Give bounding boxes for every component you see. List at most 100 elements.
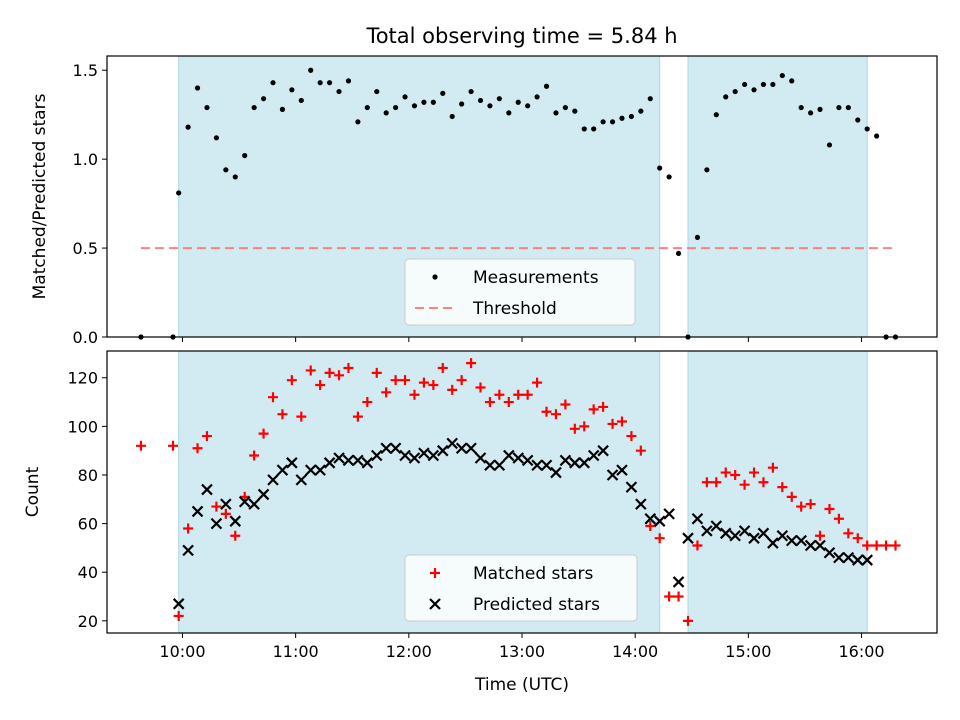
matched-star-point <box>220 508 231 519</box>
measurement-point <box>704 167 710 173</box>
predicted-star-point <box>540 459 553 472</box>
predicted-star-point <box>286 457 298 469</box>
measurement-point <box>836 104 842 111</box>
matched-star-point <box>475 382 486 393</box>
predicted-star-point <box>729 529 741 542</box>
legend-marker-measurements <box>432 274 438 280</box>
predicted-star-point <box>323 457 336 469</box>
legend-label: Matched stars <box>473 564 593 584</box>
predicted-star-point <box>370 449 383 462</box>
measurement-point <box>477 97 484 104</box>
y-tick-label: 1.0 <box>73 150 98 169</box>
measurement-point <box>459 101 465 107</box>
measurement-point <box>657 165 663 171</box>
predicted-star-point <box>295 474 308 486</box>
predicted-star-point <box>644 512 657 525</box>
x-axis-label: Time (UTC) <box>474 675 569 695</box>
matched-star-point <box>758 477 769 488</box>
matched-star-point <box>513 389 524 400</box>
matched-star-point <box>711 477 722 488</box>
matched-star-point <box>305 365 316 376</box>
measurement-point <box>713 112 719 118</box>
predicted-star-point <box>663 508 675 520</box>
matched-star-point <box>871 540 882 551</box>
measurement-point <box>817 106 823 112</box>
measurement-point <box>600 119 606 125</box>
measurement-point <box>270 80 276 86</box>
measurement-point <box>694 234 701 241</box>
predicted-star-point <box>833 551 845 564</box>
matched-star-point <box>381 387 392 398</box>
y-tick-label: 120 <box>67 369 98 388</box>
matched-star-point <box>362 397 373 408</box>
matched-star-point <box>833 513 844 524</box>
matched-star-point <box>456 375 467 386</box>
predicted-star-point <box>804 539 817 552</box>
measurement-point <box>723 94 729 100</box>
matched-star-point <box>815 530 826 541</box>
predicted-star-point <box>276 464 289 476</box>
measurement-point <box>421 99 427 105</box>
measurement-point <box>591 126 597 132</box>
matched-star-point <box>569 423 580 434</box>
measurement-point <box>515 99 521 105</box>
matched-star-point <box>635 445 646 456</box>
observing-interval <box>687 350 868 634</box>
predicted-star-point <box>748 532 760 544</box>
matched-star-point <box>645 521 656 532</box>
predicted-star-point <box>682 532 694 544</box>
measurement-point <box>826 142 833 148</box>
legend-label: Measurements <box>473 268 599 288</box>
measurement-point <box>855 117 861 123</box>
measurement-point <box>232 174 238 180</box>
matched-star-point <box>494 389 505 400</box>
predicted-star-point <box>776 529 789 542</box>
measurement-point <box>402 94 408 100</box>
measurement-point <box>675 250 682 257</box>
y-tick-label: 20 <box>78 612 98 631</box>
measurement-point <box>430 99 436 105</box>
predicted-star-point <box>333 452 345 464</box>
measurement-point <box>345 78 352 84</box>
matched-star-point <box>371 367 382 378</box>
measurement-point <box>298 97 304 104</box>
predicted-star-point <box>597 444 609 457</box>
measurement-point <box>440 90 446 96</box>
matched-star-point <box>616 416 627 427</box>
measurement-point <box>798 104 804 111</box>
matched-star-point <box>277 409 288 420</box>
matched-star-point <box>230 530 241 541</box>
matched-star-point <box>664 591 675 602</box>
measurement-point <box>562 104 568 111</box>
matched-star-point <box>183 523 194 534</box>
legend-box <box>404 258 636 326</box>
measurement-point <box>525 103 531 109</box>
measurement-point <box>355 119 361 125</box>
predicted-star-point <box>672 576 685 588</box>
matched-star-point <box>862 540 873 551</box>
matched-star-point <box>466 358 477 369</box>
predicted-star-point <box>569 457 581 469</box>
predicted-star-point <box>710 520 723 532</box>
predicted-star-point <box>446 437 458 450</box>
measurement-point <box>770 81 776 88</box>
predicted-star-point <box>191 505 204 518</box>
predicted-star-point <box>418 447 430 459</box>
measurement-point <box>308 67 314 73</box>
measurement-point <box>449 113 455 120</box>
measurement-point <box>845 104 851 111</box>
measurement-point <box>223 167 229 173</box>
matched-star-point <box>881 540 892 551</box>
measurement-point <box>411 103 418 109</box>
predicted-star-point <box>785 534 798 547</box>
matched-star-point <box>598 401 609 412</box>
matched-star-point <box>390 375 401 386</box>
x-tick-label: 12:00 <box>386 642 432 661</box>
y-axis-label: Matched/Predicted stars <box>30 93 50 299</box>
predicted-star-point <box>257 488 270 501</box>
predicted-star-point <box>427 449 440 462</box>
predicted-star-point <box>342 454 355 467</box>
matched-star-point <box>852 533 863 544</box>
legend-box <box>404 554 638 622</box>
predicted-star-point <box>220 498 232 510</box>
